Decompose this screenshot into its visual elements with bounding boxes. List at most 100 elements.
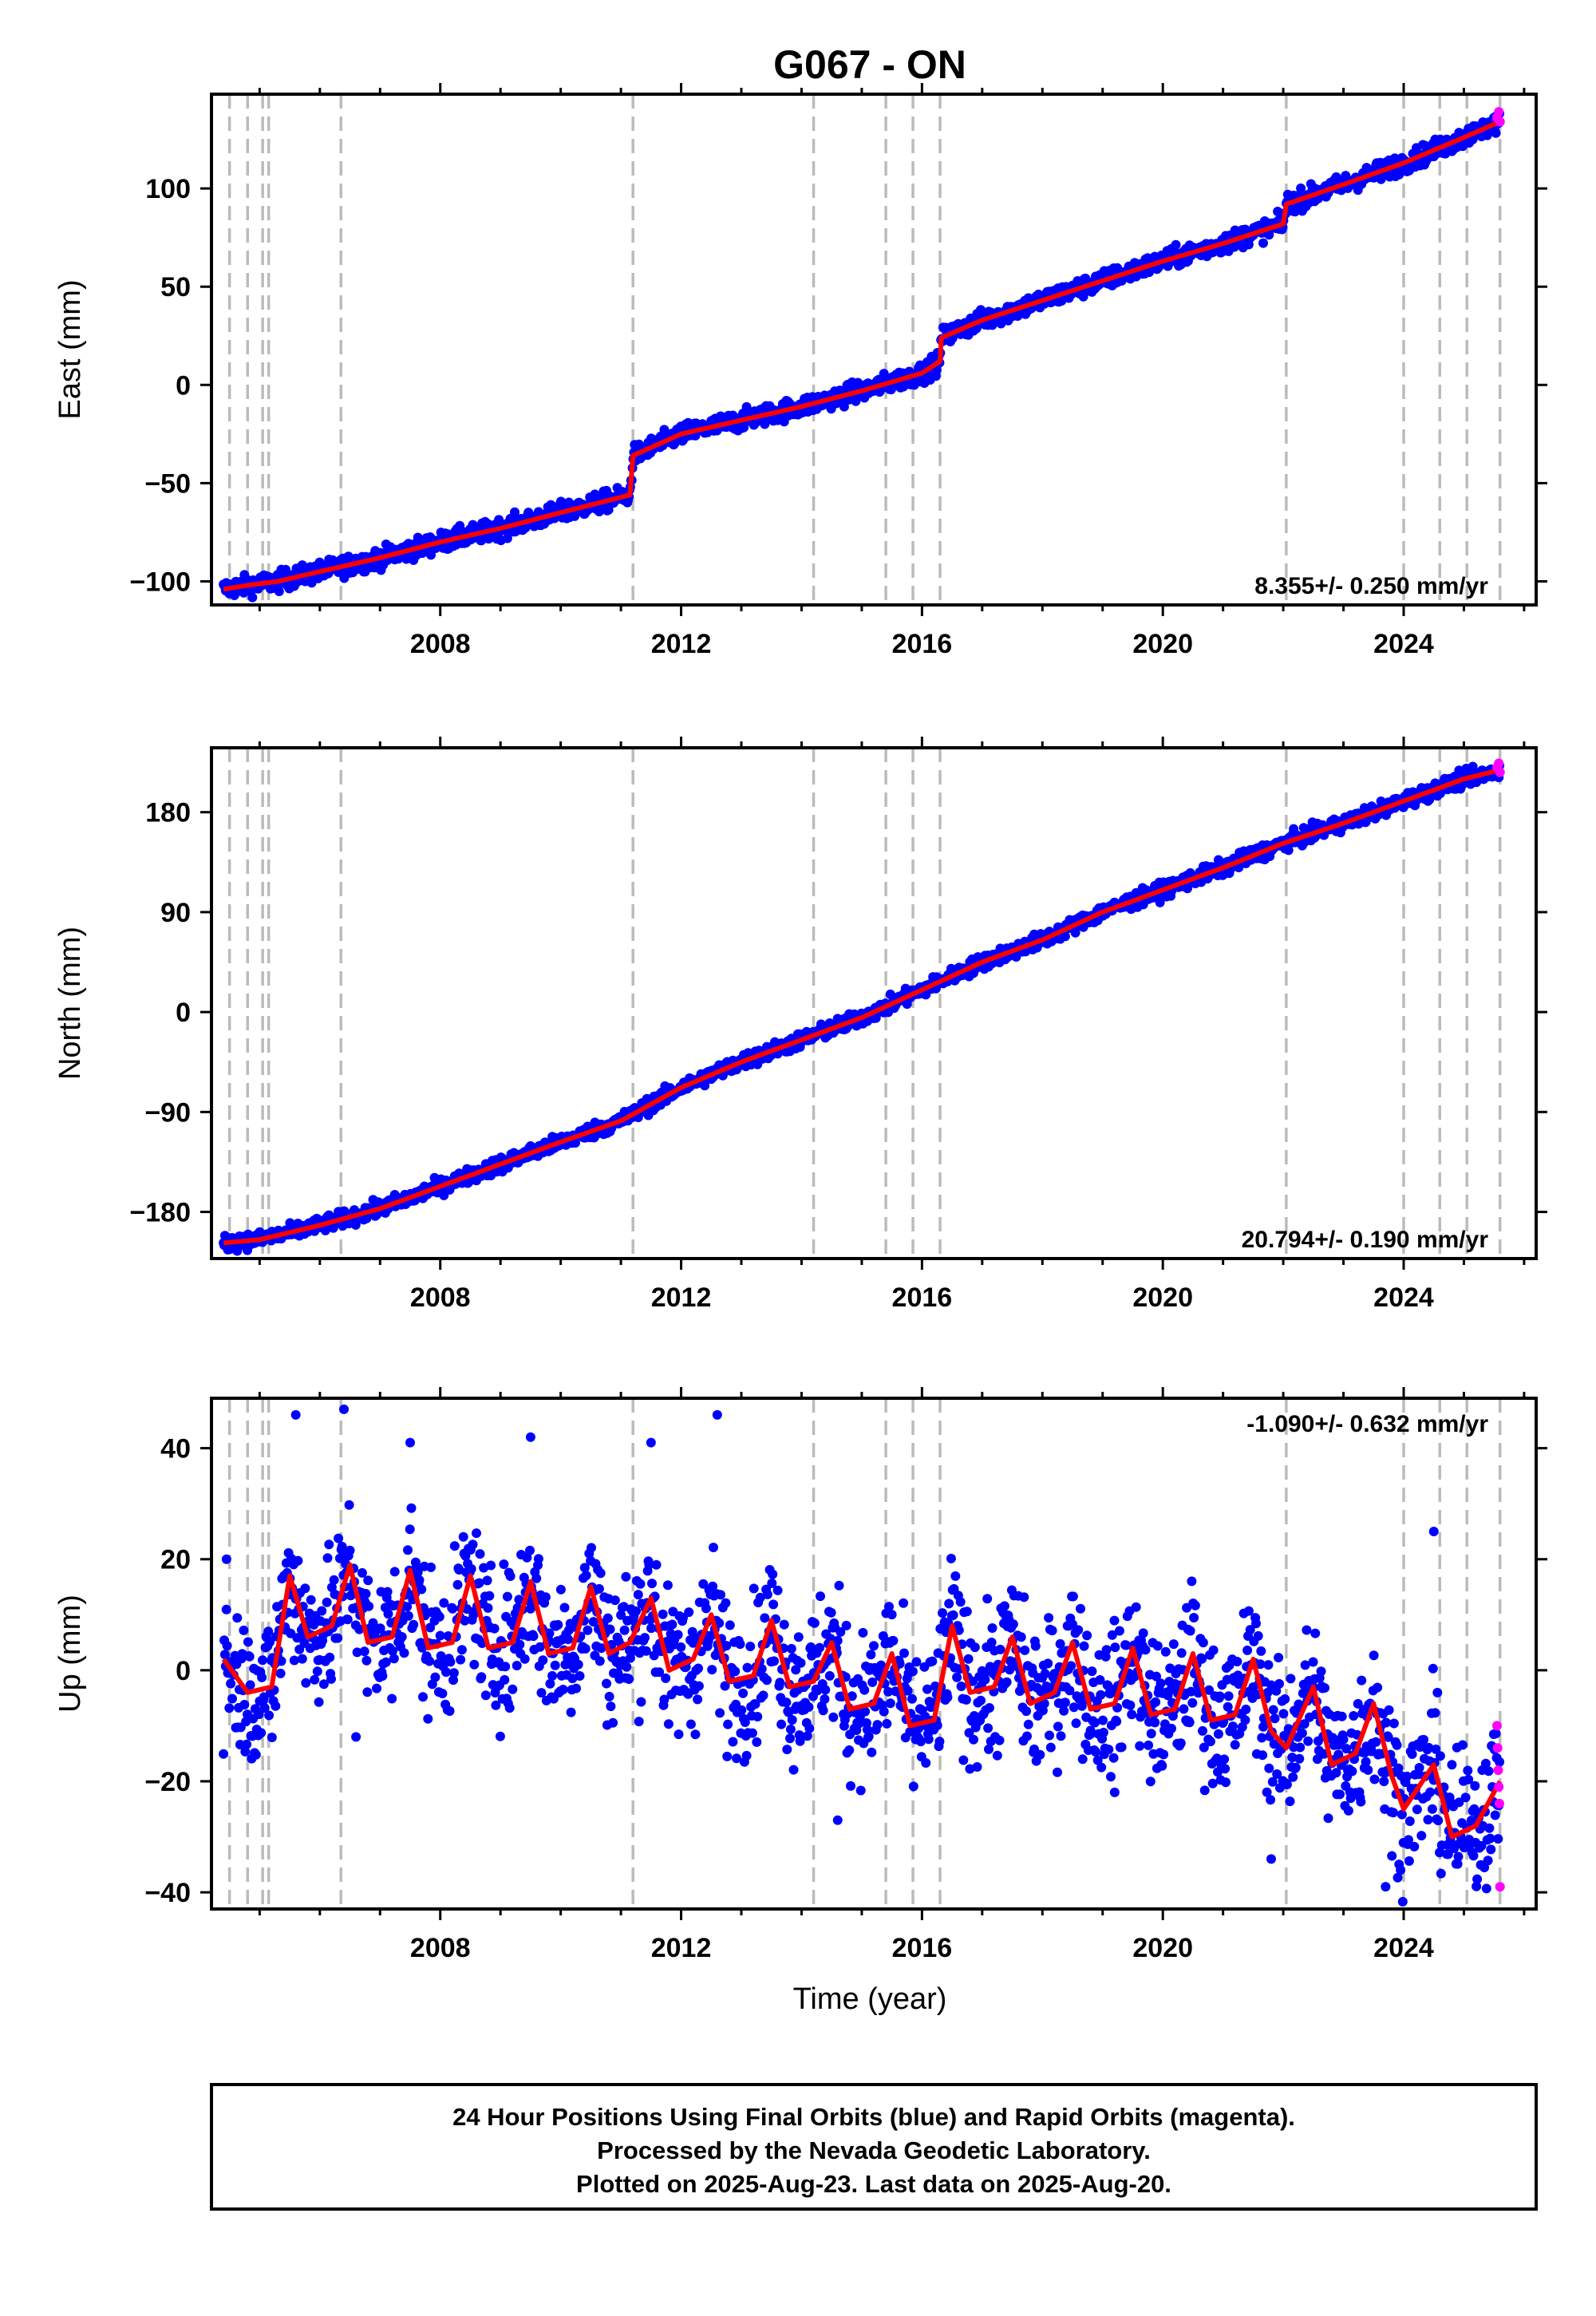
final-orbit-point	[747, 1728, 757, 1738]
final-orbit-point	[859, 1685, 870, 1695]
final-orbit-point	[499, 1559, 509, 1569]
final-orbit-point	[448, 1603, 458, 1614]
final-orbit-point	[265, 1637, 275, 1647]
final-orbit-point	[1376, 174, 1386, 184]
final-orbit-point	[605, 1624, 615, 1634]
final-orbit-point	[674, 1729, 684, 1740]
y-tick-label: 50	[160, 272, 191, 302]
final-orbit-point	[276, 1656, 286, 1666]
final-orbit-point	[389, 1567, 400, 1577]
rapid-orbit-point	[1494, 107, 1504, 117]
final-orbit-point	[1104, 1745, 1114, 1755]
final-orbit-point	[519, 1654, 530, 1664]
final-orbit-point	[241, 1717, 251, 1727]
x-tick-label: 2012	[651, 629, 712, 659]
x-tick-label: 2016	[892, 1282, 953, 1313]
final-orbit-point	[942, 1692, 953, 1702]
final-orbit-point	[361, 1589, 371, 1599]
final-orbit-point	[1047, 1626, 1057, 1636]
final-orbit-point	[732, 1753, 741, 1764]
final-orbit-point	[879, 1706, 889, 1717]
final-orbit-point	[635, 1579, 646, 1589]
final-orbit-point	[745, 1642, 756, 1651]
final-orbit-point	[752, 1737, 762, 1747]
final-orbit-point	[1022, 1731, 1032, 1741]
final-orbit-point	[559, 1603, 570, 1613]
final-orbit-point	[888, 1635, 899, 1646]
final-orbit-point	[240, 1746, 251, 1757]
final-orbit-point	[489, 1623, 500, 1634]
final-orbit-point	[418, 1692, 428, 1702]
final-orbit-point	[445, 1657, 456, 1667]
final-orbit-point	[1039, 1698, 1049, 1709]
final-orbit-point	[314, 1697, 324, 1707]
final-orbit-point	[806, 1642, 816, 1652]
final-orbit-point	[462, 1604, 472, 1614]
final-orbit-point	[435, 1630, 445, 1641]
final-orbit-point	[468, 1539, 478, 1550]
final-orbit-point	[1077, 1754, 1088, 1765]
final-orbit-point	[469, 1659, 480, 1670]
final-orbit-point	[528, 1631, 539, 1642]
final-orbit-point	[448, 1675, 458, 1686]
final-orbit-point	[986, 1638, 997, 1647]
final-orbit-point	[500, 1662, 511, 1672]
final-orbit-point	[1077, 1701, 1087, 1711]
final-orbit-point	[437, 1689, 448, 1698]
final-orbit-point	[962, 1607, 972, 1617]
final-orbit-point	[663, 1719, 674, 1729]
y-tick-label: −100	[129, 567, 191, 597]
final-orbit-point	[500, 1674, 510, 1685]
final-orbit-point	[595, 1568, 606, 1579]
final-orbit-point	[472, 1528, 481, 1539]
final-orbit-point	[1001, 1677, 1012, 1687]
final-orbit-point	[762, 1589, 772, 1599]
y-tick-label: −90	[144, 1097, 191, 1128]
final-orbit-point	[735, 1639, 745, 1650]
final-orbit-point	[690, 1729, 701, 1740]
final-orbit-point	[580, 1643, 591, 1654]
final-orbit-point	[785, 1724, 796, 1734]
final-orbit-point	[550, 1660, 560, 1670]
final-orbit-point	[1041, 1682, 1052, 1691]
final-orbit-point	[312, 1666, 322, 1677]
final-orbit-point	[414, 1575, 425, 1585]
final-orbit-point	[402, 1602, 413, 1612]
final-orbit-point	[619, 1625, 630, 1635]
final-orbit-point	[1021, 1706, 1032, 1717]
final-orbit-point	[820, 1685, 831, 1695]
final-orbit-point	[1008, 1619, 1018, 1630]
final-orbit-point	[788, 1765, 799, 1775]
final-orbit-point	[301, 1678, 311, 1688]
final-orbit-point	[535, 1642, 545, 1652]
final-orbit-point	[293, 1555, 303, 1566]
final-orbit-point	[1491, 128, 1501, 138]
final-orbit-point	[701, 1603, 711, 1614]
final-orbit-point	[1055, 1638, 1065, 1649]
final-orbit-point	[221, 1604, 231, 1614]
final-orbit-point	[502, 533, 512, 543]
final-orbit-point	[779, 1619, 789, 1630]
plot-area	[219, 94, 1505, 605]
final-orbit-point	[832, 1635, 843, 1646]
final-orbit-point	[602, 1613, 613, 1623]
final-orbit-point	[583, 1625, 593, 1635]
final-orbit-point	[449, 1541, 460, 1551]
final-orbit-point	[389, 1654, 399, 1664]
final-orbit-point	[1076, 1603, 1085, 1614]
final-orbit-point	[375, 1623, 385, 1634]
final-orbit-point	[1096, 1762, 1107, 1773]
rapid-orbit-point	[1495, 117, 1505, 127]
plot-frame	[210, 93, 1538, 607]
final-orbit-point	[1096, 1690, 1106, 1700]
final-orbit-point	[802, 1731, 812, 1741]
final-orbit-point	[934, 1737, 945, 1747]
final-orbit-point	[602, 1678, 611, 1689]
final-orbit-point	[579, 1563, 590, 1573]
final-orbit-point	[1086, 1729, 1096, 1739]
final-orbit-point	[952, 1672, 962, 1682]
final-orbit-point	[317, 1606, 327, 1616]
final-orbit-point	[844, 1745, 855, 1755]
final-orbit-point	[533, 1554, 543, 1564]
final-orbit-point	[354, 1624, 365, 1634]
